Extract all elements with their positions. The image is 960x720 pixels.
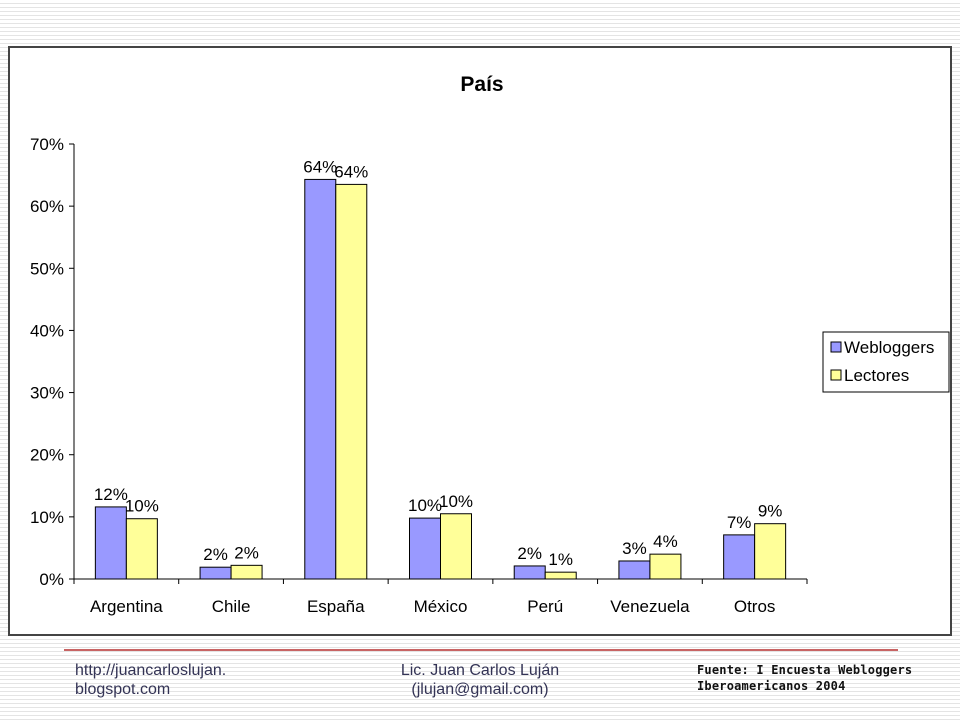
- x-category-label: Argentina: [90, 597, 163, 616]
- y-tick-label: 20%: [30, 446, 64, 465]
- footer-blog-url-line1: http://juancarloslujan.: [75, 662, 227, 679]
- chart-title: País: [460, 73, 503, 96]
- bar-lectores: [335, 183, 368, 580]
- data-label-webloggers: 64%: [303, 157, 337, 176]
- data-label-lectores: 2%: [234, 543, 259, 562]
- legend-box: [822, 331, 950, 393]
- legend-label-lectores: Lectores: [844, 366, 909, 385]
- bar-webloggers: [409, 517, 441, 580]
- x-category-label: Venezuela: [610, 597, 690, 616]
- bar-lectores: [544, 571, 577, 580]
- bar-lectores: [125, 518, 158, 580]
- y-tick-label: 0%: [39, 570, 64, 589]
- bar-lectores: [649, 553, 682, 580]
- data-label-lectores: 4%: [653, 532, 678, 551]
- footer-author-name: Lic. Juan Carlos Luján: [400, 662, 560, 679]
- y-tick-label: 60%: [30, 197, 64, 216]
- data-label-webloggers: 10%: [408, 496, 442, 515]
- bar-lectores: [440, 513, 472, 580]
- footer-divider: [64, 649, 898, 651]
- data-label-webloggers: 7%: [727, 513, 752, 532]
- chart-frame: País 0% 10% 20% 30% 40% 50% 60% 70% Argentina 12%…: [8, 46, 952, 636]
- footer-source-line2: Iberoamericanos 2004: [697, 679, 846, 693]
- data-label-lectores: 1%: [548, 550, 573, 569]
- y-tick-label: 40%: [30, 321, 64, 340]
- bar-webloggers: [304, 178, 337, 580]
- data-label-lectores: 9%: [758, 502, 783, 521]
- legend-swatch-webloggers: [830, 341, 842, 353]
- legend: Webloggers Lectores: [822, 331, 950, 393]
- footer-blog-url: http://juancarloslujan. blogspot.com: [75, 661, 226, 699]
- data-label-lectores: 10%: [125, 497, 159, 516]
- bar-webloggers: [513, 565, 546, 580]
- legend-swatch-lectores: [830, 369, 842, 381]
- data-label-webloggers: 3%: [622, 539, 647, 558]
- legend-label-webloggers: Webloggers: [844, 338, 934, 357]
- x-category-label: México: [414, 597, 468, 616]
- bar-lectores: [754, 523, 787, 580]
- footer-author: Lic. Juan Carlos Luján (jlujan@gmail.com…: [388, 661, 572, 699]
- bar-webloggers: [199, 566, 232, 580]
- bar-webloggers: [94, 506, 127, 580]
- footer-source: Fuente: I Encuesta Webloggers Iberoameri…: [697, 662, 912, 694]
- footer-source-line1: Fuente: I Encuesta Webloggers: [697, 663, 913, 677]
- x-category-label: España: [307, 597, 365, 616]
- bar-chart: País 0% 10% 20% 30% 40% 50% 60% 70% Argentina 12%…: [30, 73, 950, 616]
- data-label-webloggers: 2%: [203, 545, 228, 564]
- bar-webloggers: [618, 560, 651, 580]
- y-tick-label: 70%: [30, 135, 64, 154]
- data-label-webloggers: 2%: [517, 544, 542, 563]
- x-category-label: Chile: [212, 597, 251, 616]
- bar-webloggers: [723, 534, 756, 580]
- x-category-label: Otros: [734, 597, 776, 616]
- x-category-label: Perú: [527, 597, 563, 616]
- footer-author-email: (jlujan@gmail.com): [411, 681, 549, 698]
- data-label-lectores: 10%: [439, 492, 473, 511]
- footer-blog-url-line2: blogspot.com: [75, 681, 171, 698]
- data-label-webloggers: 12%: [94, 485, 128, 504]
- y-tick-label: 30%: [30, 384, 64, 403]
- data-label-lectores: 64%: [334, 162, 368, 181]
- bar-lectores: [230, 564, 263, 580]
- y-tick-label: 10%: [30, 508, 64, 527]
- y-tick-label: 50%: [30, 259, 64, 278]
